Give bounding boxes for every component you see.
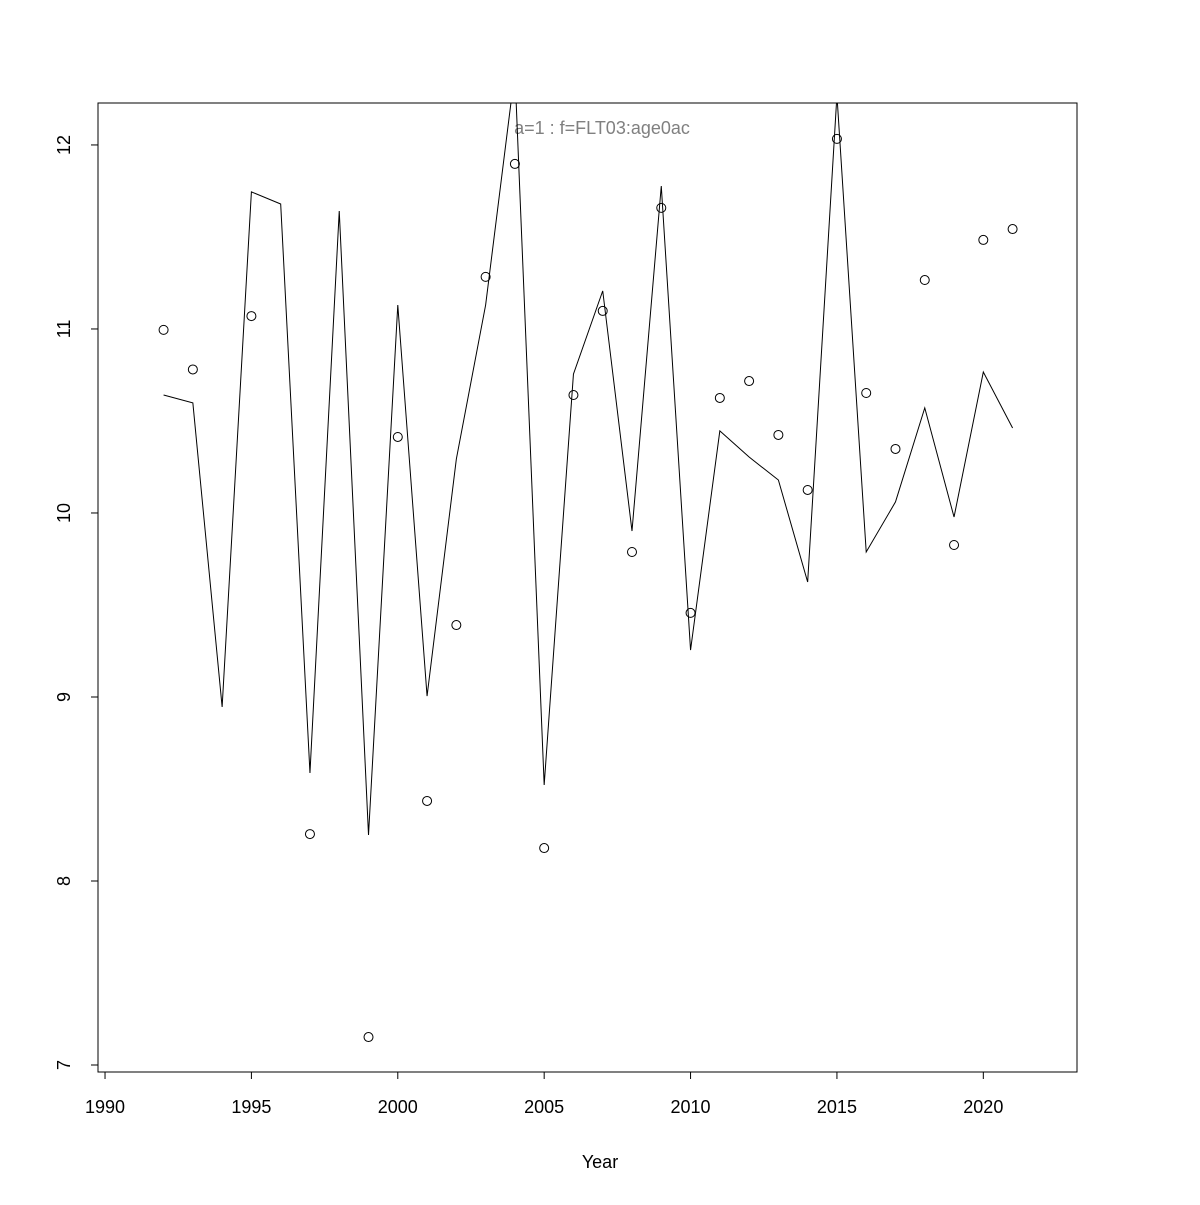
x-tick-label: 1990	[85, 1097, 125, 1117]
data-point	[627, 546, 637, 557]
data-point	[656, 202, 667, 213]
data-point	[509, 158, 520, 169]
data-point	[158, 324, 169, 335]
series-line	[163, 103, 1014, 836]
data-point	[246, 311, 257, 322]
data-point	[831, 133, 842, 144]
x-axis-label: Year	[582, 1152, 618, 1172]
data-point	[949, 539, 960, 550]
data-point	[978, 234, 989, 245]
x-tick-label: 1995	[231, 1097, 271, 1117]
data-point	[304, 829, 315, 840]
data-point	[568, 390, 579, 401]
data-point	[392, 431, 403, 442]
x-tick-label: 2000	[378, 1097, 418, 1117]
data-point	[187, 364, 198, 375]
data-point	[597, 305, 608, 316]
data-point	[685, 607, 696, 618]
data-point	[480, 271, 491, 282]
plot-area	[158, 103, 1018, 1043]
data-point	[861, 388, 872, 399]
data-point	[744, 376, 755, 387]
data-point	[919, 275, 930, 286]
chart-title: a=1 : f=FLT03:age0ac	[514, 118, 690, 138]
data-point	[422, 795, 433, 806]
data-point	[1007, 224, 1018, 235]
data-point	[890, 443, 901, 454]
data-point	[714, 392, 725, 403]
y-tick-label: 11	[54, 320, 74, 339]
x-tick-label: 2020	[963, 1097, 1003, 1117]
x-tick-label: 2015	[817, 1097, 857, 1117]
y-tick-label: 9	[54, 692, 74, 702]
y-tick-label: 8	[54, 876, 74, 886]
y-tick-label: 7	[54, 1060, 74, 1070]
x-tick-label: 2005	[524, 1097, 564, 1117]
plot-frame	[97, 102, 1078, 1073]
data-point	[539, 843, 550, 854]
y-tick-label: 12	[54, 135, 74, 155]
data-point	[802, 484, 813, 495]
x-tick-label: 2010	[671, 1097, 711, 1117]
data-point	[773, 429, 784, 440]
y-tick-label: 10	[54, 503, 74, 523]
data-point	[363, 1032, 374, 1043]
data-point	[451, 620, 462, 631]
